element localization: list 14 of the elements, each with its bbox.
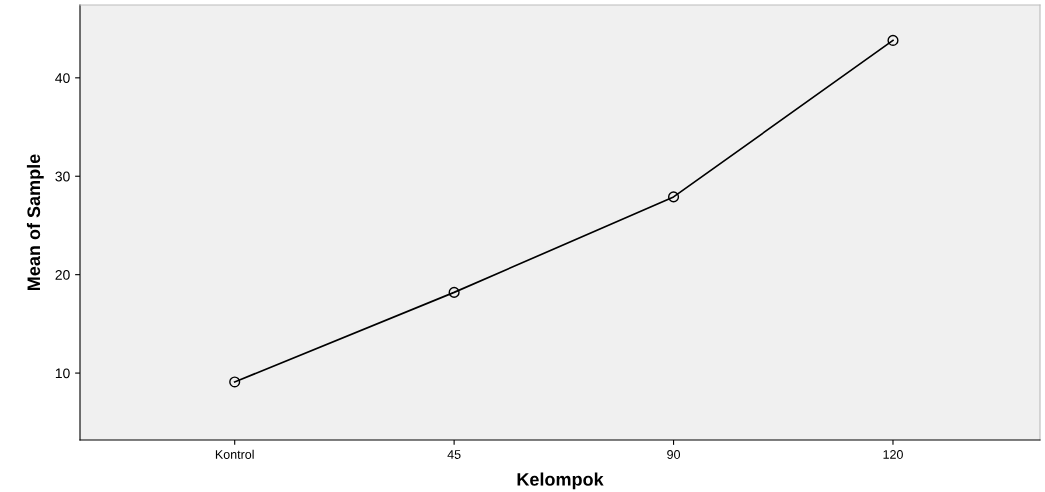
point <box>229 376 241 388</box>
point <box>887 34 899 46</box>
y-tick-label: 20 <box>55 269 70 280</box>
point <box>667 191 680 203</box>
y-tick-label: 10 <box>55 368 70 379</box>
point <box>448 286 460 298</box>
x-tick-label: 90 <box>667 450 681 459</box>
x-tick-label: Kontrol <box>215 449 254 459</box>
x-tick-label: 45 <box>447 450 461 459</box>
x-tick-label: 120 <box>883 450 903 459</box>
y-tick-label: 30 <box>55 171 70 182</box>
y-tick-label: 40 <box>55 73 70 83</box>
x-axis-title: Kelompok <box>517 472 604 490</box>
y-axis-title: Mean of Sample <box>26 154 44 291</box>
